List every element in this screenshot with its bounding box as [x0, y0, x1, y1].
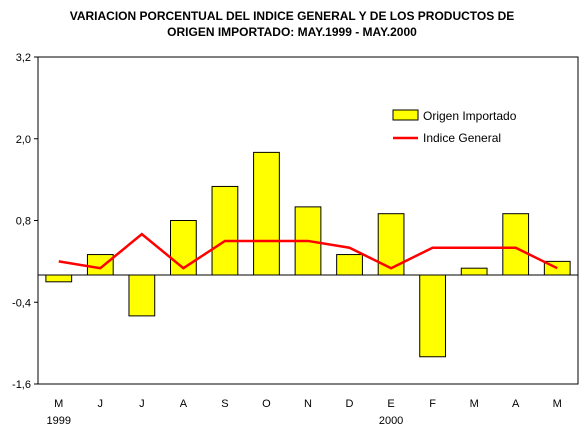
bar-origen-importado — [45, 274, 73, 283]
x-axis-tick-label: M — [553, 398, 562, 410]
bar-origen-importado — [502, 213, 530, 276]
x-axis-tick-label: M — [54, 398, 63, 410]
y-axis-tick-label: 2,0 — [16, 134, 31, 146]
x-axis-tick-label: N — [304, 398, 312, 410]
bar-origen-importado — [419, 274, 446, 358]
bar-series-origen-importado — [45, 151, 571, 358]
x-axis-tick-label: M — [470, 398, 479, 410]
bar-origen-importado — [377, 213, 405, 276]
x-axis-labels: M J J A S O N D E F M A M 1999 2000 — [47, 398, 562, 427]
x-axis-tick-label: D — [346, 398, 354, 410]
legend-swatch-origen-importado — [392, 109, 419, 121]
y-axis-tick-label: -0,4 — [12, 297, 31, 309]
bar-origen-importado — [460, 267, 488, 276]
bar-origen-importado — [128, 274, 156, 317]
x-axis-tick-label: J — [98, 398, 104, 410]
x-axis-tick-label: S — [221, 398, 228, 410]
x-axis-tick-label: A — [512, 398, 520, 410]
line-series-indice-general — [58, 232, 558, 270]
x-axis-tick-label: A — [180, 398, 188, 410]
legend-label-indice-general: Indice General — [423, 131, 501, 145]
legend: Origen Importado Indice General — [392, 109, 517, 145]
x-axis-tick-label: J — [139, 398, 145, 410]
y-axis-tick-label: 0,8 — [16, 216, 31, 228]
chart-title-line-2: ORIGEN IMPORTADO: MAY.1999 - MAY.2000 — [167, 25, 417, 39]
bar-origen-importado — [170, 220, 197, 276]
y-axis: 3,2 2,0 0,8 -0,4 -1,6 — [12, 52, 38, 391]
x-axis-tick-label: F — [429, 398, 436, 410]
legend-label-origen-importado: Origen Importado — [423, 109, 517, 123]
y-axis-tick-label: -1,6 — [12, 379, 31, 391]
bar-origen-importado — [336, 254, 363, 276]
bar-origen-importado — [253, 151, 280, 276]
x-axis-year-label: 1999 — [47, 415, 71, 427]
bar-origen-importado — [86, 254, 114, 276]
x-axis-tick-label: O — [262, 398, 271, 410]
bar-origen-importado — [211, 185, 239, 276]
x-axis-tick-label: E — [387, 398, 394, 410]
chart-title-line-1: VARIACION PORCENTUAL DEL INDICE GENERAL … — [70, 9, 515, 23]
y-axis-tick-label: 3,2 — [16, 52, 31, 64]
x-axis-year-label: 2000 — [379, 415, 403, 427]
